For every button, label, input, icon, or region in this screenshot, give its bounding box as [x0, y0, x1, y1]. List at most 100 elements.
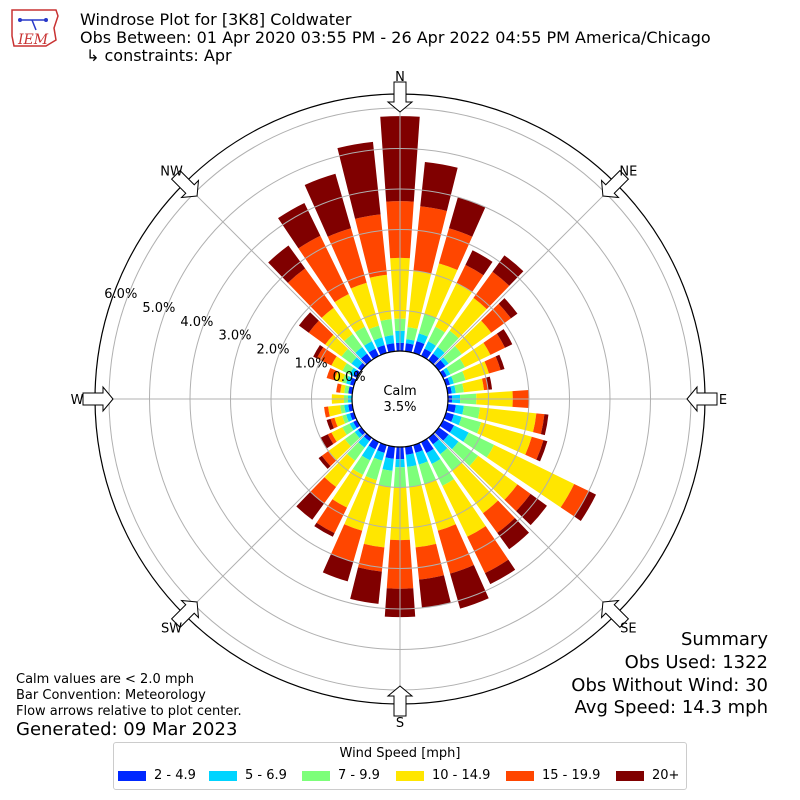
wind-bar-segment: [409, 484, 437, 548]
wind-bar-segment: [334, 293, 365, 333]
wind-bar: [434, 298, 518, 371]
wind-bar-segment: [483, 333, 506, 355]
wind-bar: [405, 161, 458, 353]
wind-bar: [326, 367, 357, 386]
wind-bar-segment: [451, 414, 462, 426]
wind-bar-segment: [516, 493, 547, 526]
wind-bar: [337, 141, 395, 353]
flow-arrow-icon: [386, 685, 414, 717]
summary-title: Summary: [681, 629, 768, 650]
wind-bar-segment: [454, 383, 464, 394]
wind-bar-segment: [525, 436, 544, 460]
wind-bar: [439, 329, 513, 378]
wind-bar-segment: [452, 462, 499, 514]
wind-bar: [336, 383, 354, 394]
calm-percent: 3.5%: [383, 400, 416, 415]
wind-bar-segment: [405, 343, 414, 353]
wind-bar-segment: [341, 348, 357, 364]
wind-bar-segment: [351, 357, 363, 369]
wind-bar-segment: [346, 413, 353, 422]
wind-bar-segment: [298, 312, 319, 333]
wind-bar-segment: [344, 476, 377, 531]
wind-bar-segment: [432, 347, 445, 359]
wind-bar-segment: [431, 458, 455, 486]
radial-tick-label: 6.0%: [104, 287, 137, 302]
wind-bar-segment: [321, 307, 353, 342]
wind-bar-segment: [330, 417, 338, 429]
wind-bar-segment: [377, 345, 387, 356]
wind-bar-segment: [342, 363, 354, 375]
wind-bar-segment: [560, 483, 589, 517]
radial-tick-label: 2.0%: [257, 343, 290, 358]
wind-bar-segment: [484, 559, 516, 585]
wind-bar-segment: [459, 342, 491, 368]
wind-bar-segment: [344, 404, 350, 413]
wind-bar-segment: [536, 440, 548, 462]
wind-bar-segment: [337, 141, 381, 219]
radial-tick-label: 5.0%: [142, 301, 175, 316]
wind-bar: [318, 427, 366, 469]
flow-arrow-icon: [600, 599, 630, 629]
wind-bar-segment: [462, 405, 480, 419]
wind-bar-segment: [424, 341, 436, 353]
wind-bar-segment: [380, 319, 394, 337]
wind-bar-segment: [443, 412, 454, 422]
wind-bar-segment: [405, 339, 415, 345]
wind-bar-segment: [435, 283, 473, 333]
obs-between: Obs Between: 01 Apr 2020 03:55 PM - 26 A…: [80, 28, 711, 47]
wind-bar-segment: [413, 442, 423, 453]
legend-label: 10 - 14.9: [432, 768, 491, 783]
legend-label: 2 - 4.9: [154, 768, 196, 783]
wind-bar-segment: [342, 423, 354, 435]
wind-bar-segment: [454, 404, 464, 415]
wind-bar-segment: [428, 326, 445, 346]
wind-bar-segment: [331, 427, 347, 442]
wind-bar-segment: [540, 414, 549, 436]
wind-bar-segment: [486, 444, 575, 508]
grid-spoke: [183, 182, 367, 366]
legend-item: 20+: [616, 768, 679, 783]
wind-bar-segment: [415, 450, 428, 465]
compass-label: SE: [620, 621, 636, 636]
wind-bar-segment: [413, 341, 425, 356]
wind-bar-segment: [365, 457, 383, 481]
wind-bar-segment: [364, 341, 376, 353]
legend-swatch: [616, 770, 644, 781]
wind-bar-segment: [316, 347, 337, 366]
wind-bar-segment: [424, 479, 456, 531]
wind-bar-segment: [415, 543, 444, 580]
wind-bar: [268, 245, 372, 365]
wind-bar-segment: [350, 567, 382, 604]
wind-bar-segment: [407, 270, 432, 329]
wind-bar-segment: [355, 347, 368, 359]
legend-item: 15 - 19.9: [506, 768, 600, 783]
wind-bar-segment: [308, 320, 334, 345]
wind-bar-segment: [481, 303, 511, 333]
wind-bar-segment: [498, 298, 518, 319]
constraints: ↳ constraints: Apr: [86, 46, 232, 65]
wind-bar-segment: [310, 477, 337, 504]
wind-bar-segment: [318, 455, 331, 469]
wind-bar: [413, 442, 489, 609]
wind-bar-segment: [320, 434, 334, 449]
wind-bar: [405, 445, 451, 608]
wind-bar-segment: [331, 524, 363, 562]
wind-bar-segment: [377, 442, 387, 453]
wind-bar-segment: [504, 484, 531, 512]
wind-bar-segment: [405, 453, 417, 467]
wind-bar-segment: [418, 461, 436, 485]
wind-bar-segment: [478, 407, 537, 433]
wind-bar-segment: [373, 337, 385, 348]
wind-bar-segment: [484, 356, 501, 374]
wind-bar-segment: [349, 412, 357, 421]
wind-bar-segment: [357, 427, 366, 436]
radial-tick-label: 3.0%: [218, 329, 251, 344]
wind-bar-segment: [336, 383, 342, 393]
wind-bar-segment: [497, 518, 529, 550]
wind-bar: [298, 312, 366, 371]
wind-bar-segment: [477, 422, 532, 455]
wind-bar: [278, 202, 379, 360]
wind-bar-segment: [340, 384, 346, 394]
wind-bar-segment: [448, 197, 486, 237]
wind-bar-segment: [355, 326, 372, 346]
